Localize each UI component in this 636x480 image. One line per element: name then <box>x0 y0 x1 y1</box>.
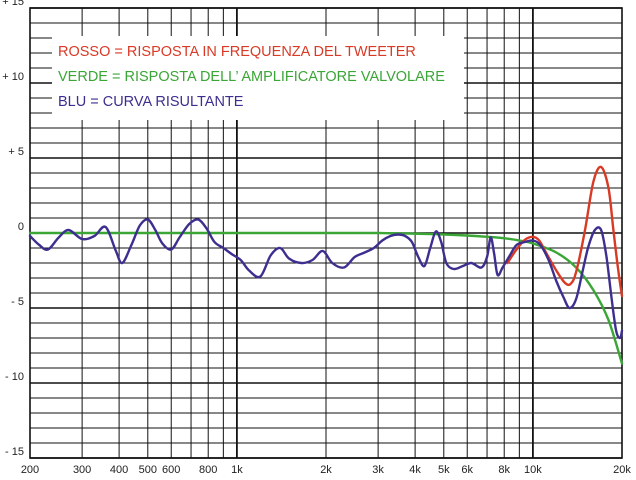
x-tick-label: 5k <box>438 464 450 476</box>
y-tick-label: - 5 <box>11 296 24 308</box>
y-tick-label: 0 <box>18 221 24 233</box>
x-axis-ticks: 200 300 400 500 600 800 1k 2k 3k 4k 5k 6k 8k 10k 20k <box>21 464 632 476</box>
series-line-1 <box>506 165 624 298</box>
x-tick-label: 6k <box>461 464 473 476</box>
y-tick-label: + 5 <box>8 146 24 158</box>
x-tick-label: 800 <box>199 464 217 476</box>
legend-box <box>52 36 464 120</box>
chart-series <box>28 165 624 365</box>
x-tick-label: 400 <box>110 464 128 476</box>
x-tick-label: 2k <box>320 464 332 476</box>
x-tick-label: 1k <box>231 464 243 476</box>
x-tick-label: 10k <box>524 464 542 476</box>
x-tick-label: 200 <box>21 464 39 476</box>
series-line-0 <box>28 231 624 365</box>
x-tick-label: 4k <box>409 464 421 476</box>
chart-legend: ROSSO = RISPOSTA IN FREQUENZA DEL TWEETE… <box>52 36 464 120</box>
x-tick-label: 500 <box>139 464 157 476</box>
x-tick-label: 20k <box>613 464 631 476</box>
y-tick-label: + 10 <box>2 71 24 83</box>
x-tick-label: 3k <box>372 464 384 476</box>
legend-entry: ROSSO = RISPOSTA IN FREQUENZA DEL TWEETE… <box>58 44 416 60</box>
y-tick-label: + 15 <box>2 0 24 8</box>
y-tick-label: - 10 <box>5 371 24 383</box>
y-tick-label: - 15 <box>5 446 24 458</box>
legend-entry: BLU = CURVA RISULTANTE <box>58 94 244 110</box>
legend-entry: VERDE = RISPOSTA DELL’ AMPLIFICATORE VAL… <box>58 69 445 85</box>
series-line-2 <box>28 218 624 340</box>
x-tick-label: 600 <box>162 464 180 476</box>
x-tick-label: 300 <box>73 464 91 476</box>
x-tick-label: 8k <box>498 464 510 476</box>
y-axis-ticks: + 15 + 10 + 5 0 - 5 - 10 - 15 <box>2 0 24 458</box>
